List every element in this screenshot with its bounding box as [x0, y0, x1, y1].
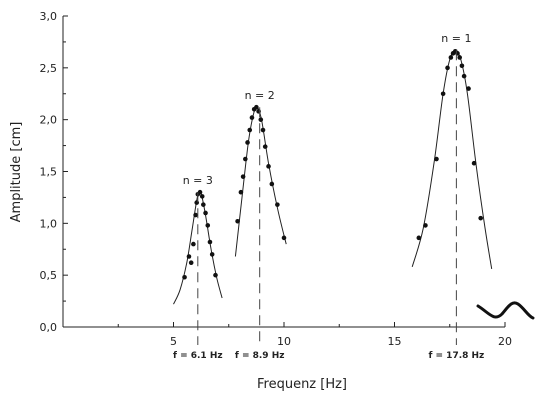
- fit-curves: [173, 49, 493, 305]
- frequency-label: f = 6.1 Hz: [173, 351, 223, 361]
- data-point: [193, 212, 198, 218]
- data-point: [194, 200, 200, 205]
- data-point: [235, 218, 240, 224]
- frequency-label: f = 8.9 Hz: [235, 351, 285, 361]
- data-point: [203, 210, 208, 216]
- data-point: [201, 202, 206, 207]
- fit-curve: [234, 105, 287, 257]
- data-point: [471, 160, 477, 166]
- data-point: [254, 104, 259, 110]
- x-tick-label: 15: [388, 335, 402, 348]
- data-point: [423, 223, 428, 228]
- wave-icon: [476, 301, 535, 320]
- y-axis-title: Amplitude [cm]: [9, 122, 24, 223]
- data-point: [188, 260, 194, 266]
- data-point: [199, 194, 205, 199]
- mode-label: n = 2: [245, 89, 275, 102]
- data-point: [448, 55, 454, 60]
- data-point: [262, 144, 268, 149]
- data-point: [249, 115, 255, 120]
- data-point: [269, 181, 275, 187]
- data-point: [281, 235, 287, 241]
- data-point: [245, 140, 250, 145]
- y-tick-label: 0,5: [40, 269, 58, 282]
- x-tick-label: 20: [498, 335, 512, 348]
- y-tick-label: 1,0: [40, 217, 58, 230]
- data-point: [466, 86, 471, 91]
- data-point: [197, 189, 203, 195]
- data-point: [182, 274, 187, 280]
- data-point: [238, 189, 244, 195]
- data-point: [256, 109, 261, 114]
- data-point: [191, 241, 196, 247]
- data-point: [247, 127, 253, 133]
- data-point: [209, 252, 215, 257]
- data-point: [213, 272, 218, 278]
- annotations: n = 3 f = 6.1 Hz n = 2 f = 8.9 Hz n = 1 f = 1…: [173, 32, 484, 361]
- fit-curve: [411, 49, 493, 269]
- data-point: [240, 174, 246, 179]
- y-tick-label: 2,0: [40, 114, 58, 127]
- data-point: [275, 202, 280, 207]
- data-point: [205, 223, 211, 228]
- mode-label: n = 3: [183, 174, 213, 187]
- x-tick-label: 10: [277, 335, 291, 348]
- data-point: [186, 254, 192, 259]
- data-points: [182, 48, 483, 280]
- data-point: [243, 156, 248, 162]
- data-point: [440, 91, 446, 97]
- data-point: [459, 63, 465, 69]
- data-point: [461, 73, 467, 79]
- x-tick-label: 5: [170, 335, 177, 348]
- x-axis-title: Frequenz [Hz]: [257, 377, 347, 392]
- data-point: [457, 55, 462, 60]
- data-point: [455, 51, 460, 56]
- data-point: [207, 239, 213, 245]
- y-tick-label: 3,0: [40, 10, 58, 23]
- data-point: [258, 117, 264, 122]
- y-tick-label: 0,0: [40, 321, 58, 334]
- data-point: [445, 65, 450, 71]
- data-point: [260, 127, 266, 133]
- y-tick-label: 2,5: [40, 62, 58, 75]
- y-tick-label: 1,5: [40, 166, 58, 179]
- axes: 0,0 0,5 1,0 1,5 2,0 2,5 3,0 5 10 15 20: [40, 10, 513, 348]
- frequency-label: f = 17.8 Hz: [428, 351, 484, 361]
- data-point: [416, 235, 422, 241]
- mode-label: n = 1: [441, 32, 471, 45]
- data-point: [478, 215, 483, 221]
- data-point: [434, 156, 439, 162]
- data-point: [266, 164, 271, 169]
